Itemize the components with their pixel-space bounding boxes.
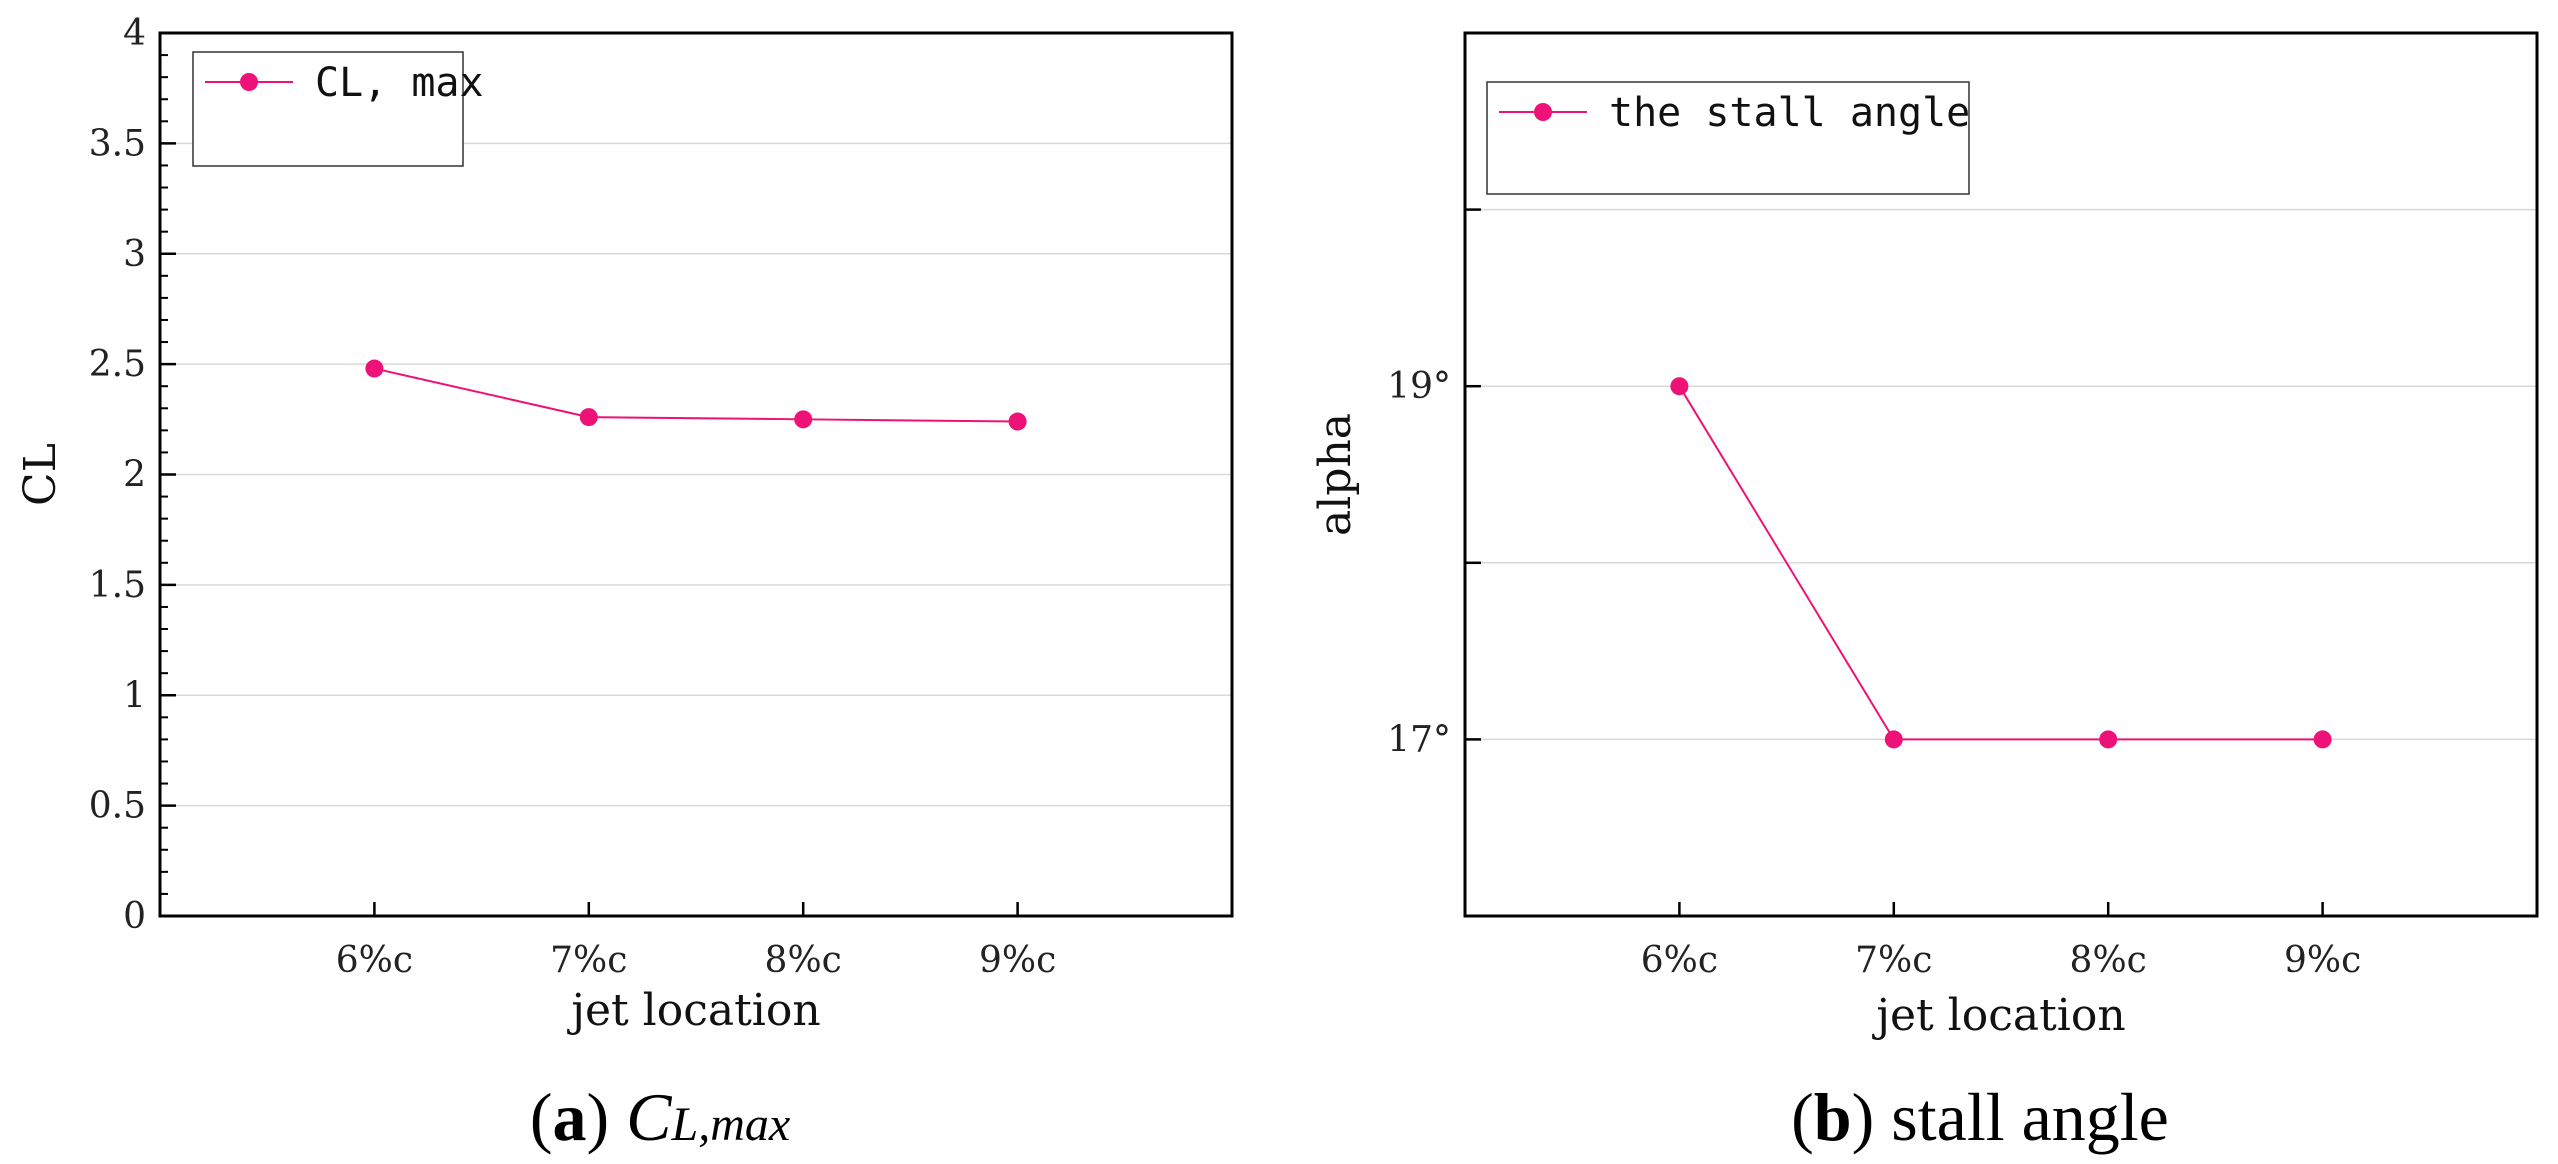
chart-b-series: [1670, 377, 2332, 749]
x-tick-label: 8%c: [765, 940, 842, 981]
series-line: [1678, 385, 2323, 741]
y-tick-label: 0: [123, 896, 146, 937]
x-tick-label: 7%c: [550, 940, 627, 981]
y-tick-label: 2: [123, 455, 146, 496]
chart-a-legend-marker: [240, 73, 258, 91]
x-tick-label: 8%c: [2070, 940, 2147, 981]
x-tick-label: 6%c: [1641, 940, 1718, 981]
chart-b-plot-frame: [1463, 31, 2539, 918]
chart-b-x-tick-labels: 6%c 7%c 8%c 9%c: [1641, 940, 2361, 981]
chart-b-legend: the stall angle: [1486, 81, 1970, 195]
chart-b: 17° 19° 6%c 7%c 8%c 9%c jet location alpha t…: [1310, 31, 2539, 1155]
data-point: [2099, 730, 2118, 749]
y-tick-label: 3: [123, 234, 146, 275]
x-tick-label: 9%c: [979, 940, 1056, 981]
chart-b-gridlines: [1465, 208, 2537, 741]
chart-b-legend-marker: [1534, 103, 1552, 121]
chart-a-legend: CL, max: [192, 51, 484, 167]
chart-a-ticks: [160, 31, 1019, 918]
x-tick-label: 7%c: [1855, 940, 1932, 981]
chart-a-series: [365, 359, 1027, 431]
chart-a-x-axis-label: jet location: [566, 985, 820, 1036]
chart-a: 0 0.5 1 1.5 2 2.5 3 3.5 4 6%c 7%c 8%c 9%c jet locat…: [15, 13, 1234, 1155]
y-tick-label: 3.5: [89, 123, 146, 164]
chart-a-legend-box: [192, 51, 464, 167]
data-point: [365, 359, 384, 378]
chart-b-x-axis-label: jet location: [1871, 990, 2125, 1041]
chart-a-legend-label: CL, max: [315, 60, 484, 106]
data-point: [794, 410, 813, 429]
y-tick-label: 4: [123, 13, 146, 54]
series-line: [374, 367, 1018, 423]
y-tick-label: 1: [123, 675, 146, 716]
chart-a-y-axis-label: CL: [15, 443, 66, 506]
chart-a-y-tick-labels: 0 0.5 1 1.5 2 2.5 3 3.5 4: [89, 13, 146, 937]
data-point: [1008, 412, 1027, 431]
chart-a-gridlines: [160, 142, 1232, 807]
x-tick-label: 6%c: [336, 940, 413, 981]
y-tick-label: 1.5: [89, 565, 146, 606]
data-point: [1670, 377, 1689, 396]
y-tick-label: 19°: [1387, 366, 1451, 407]
chart-b-caption: (b) stall angle: [1791, 1079, 2169, 1155]
chart-b-y-axis-label: alpha: [1310, 413, 1361, 536]
x-tick-label: 9%c: [2284, 940, 2361, 981]
data-point: [2313, 730, 2332, 749]
y-tick-label: 17°: [1387, 719, 1451, 760]
data-point: [579, 408, 598, 427]
chart-b-legend-label: the stall angle: [1609, 90, 1970, 136]
chart-a-x-tick-labels: 6%c 7%c 8%c 9%c: [336, 940, 1056, 981]
y-tick-label: 0.5: [89, 786, 146, 827]
y-tick-label: 2.5: [89, 344, 146, 385]
chart-b-ticks: [1465, 31, 2324, 918]
chart-b-legend-box: [1486, 81, 1970, 195]
data-point: [1884, 730, 1903, 749]
chart-b-y-tick-labels: 17° 19°: [1387, 366, 1451, 760]
chart-a-caption: (a) CL,max: [530, 1079, 790, 1155]
